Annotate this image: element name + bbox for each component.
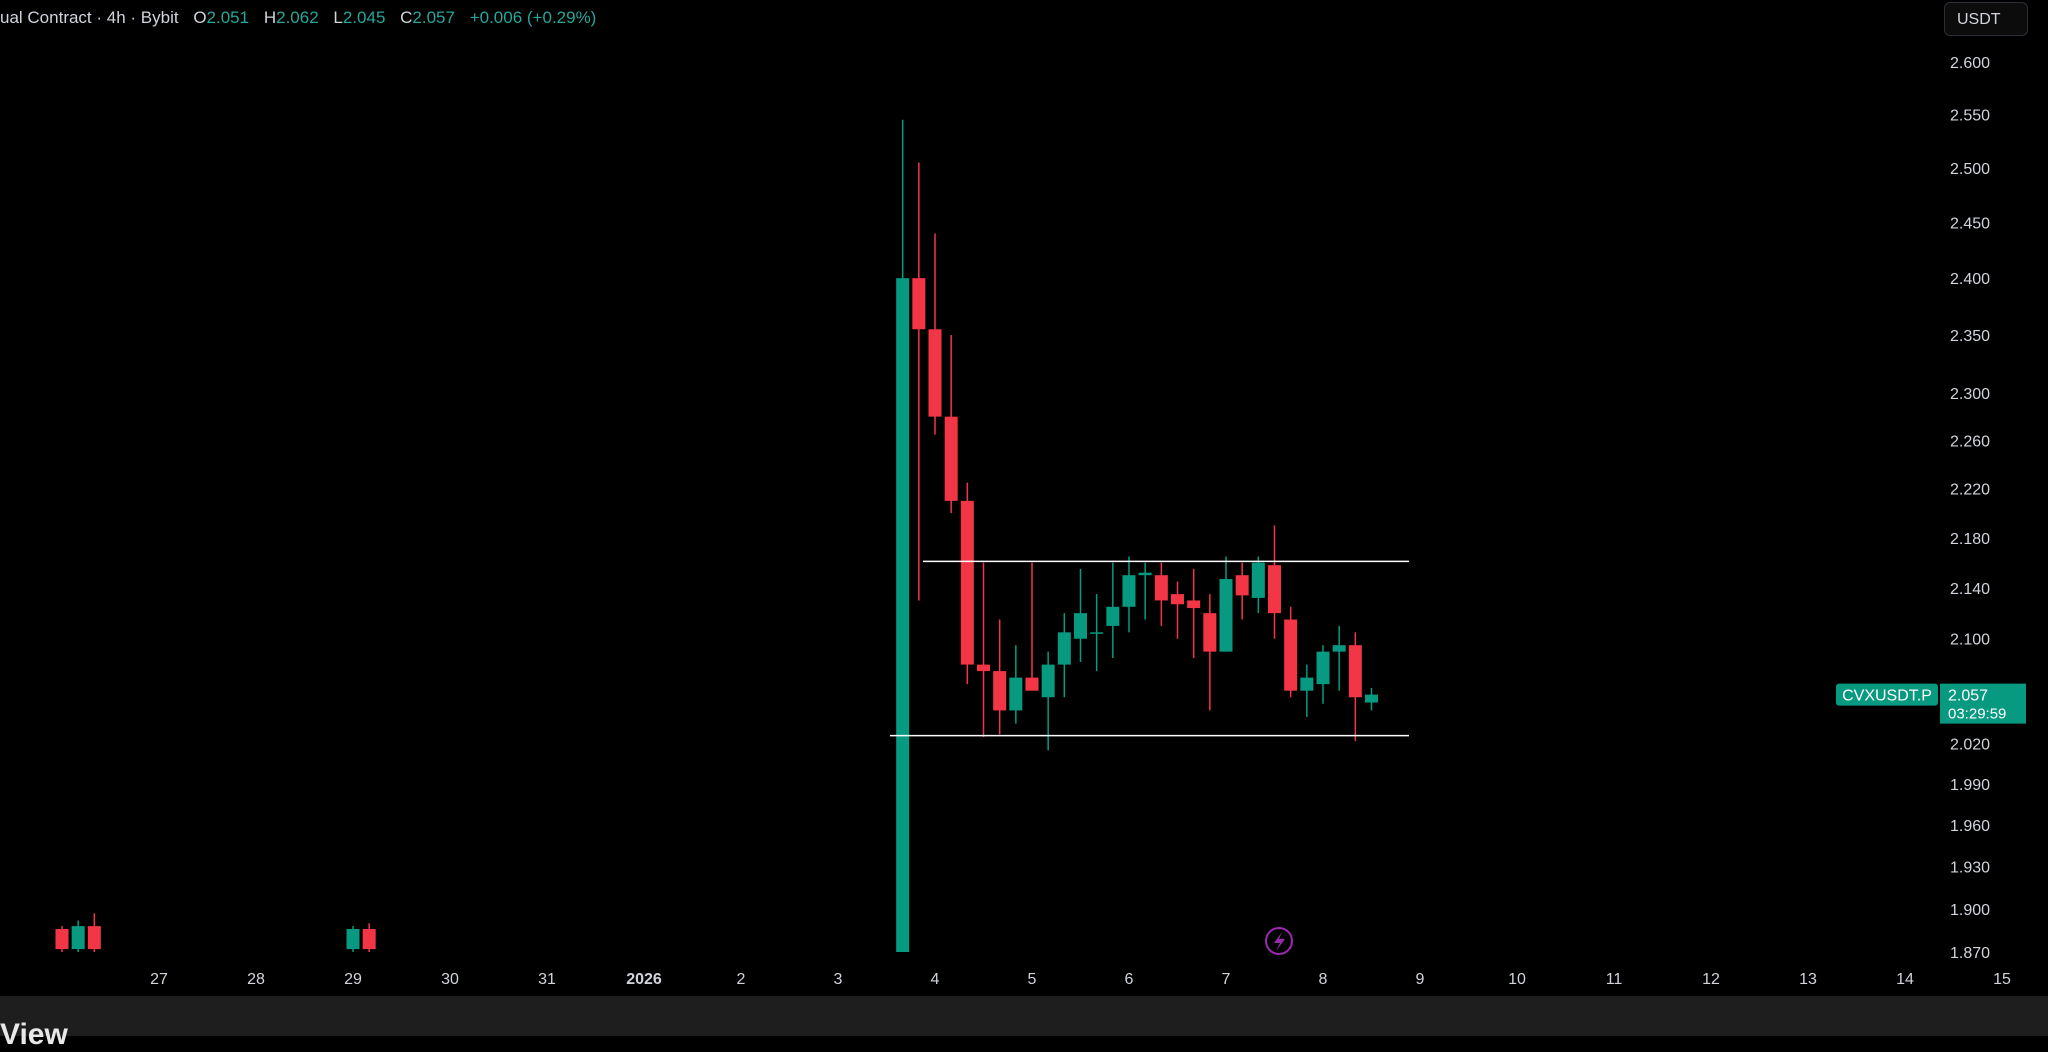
symbol-tag-bg — [1836, 683, 1938, 706]
time-tick-label: 29 — [344, 971, 362, 988]
time-tick-label: 10 — [1508, 971, 1526, 988]
candle-body — [1365, 694, 1378, 703]
candle-body — [1122, 575, 1136, 607]
candle-body — [1106, 606, 1120, 626]
time-tick-label: 2 — [737, 971, 746, 988]
time-tick-label: 9 — [1416, 971, 1425, 988]
candle-body — [1348, 645, 1362, 698]
low-value: 2.045 — [342, 8, 386, 27]
candle-body — [1009, 677, 1023, 711]
time-tick-label: 6 — [1125, 971, 1134, 988]
price-axis[interactable]: 2.600 2.550 2.500 2.450 2.400 2.350 2.300 2.260… — [1950, 55, 1990, 962]
candle-body — [977, 664, 990, 672]
candle-body — [1251, 562, 1265, 598]
price-tick-label: 2.100 — [1950, 632, 1990, 649]
symbol-legend: ual Contract · 4h · Bybit O2.051 H2.062 … — [0, 8, 596, 28]
open-value: 2.051 — [206, 8, 250, 27]
candle-body — [944, 416, 958, 501]
price-tick-label: 1.930 — [1950, 860, 1990, 877]
candle-body — [1284, 619, 1298, 691]
time-tick-label: 14 — [1896, 971, 1914, 988]
time-axis[interactable]: 27 28 29 30 31 2026 2 3 4 5 6 7 8 9 10 11 12 13 14 15 — [150, 971, 2011, 988]
candle-body — [1203, 613, 1217, 652]
candle-body — [55, 928, 69, 950]
price-tick-label: 2.180 — [1950, 531, 1990, 548]
price-tick-label: 1.960 — [1950, 818, 1990, 835]
price-tick-label: 2.350 — [1950, 328, 1990, 345]
price-tick-label: 2.300 — [1950, 386, 1990, 403]
candle-body — [1057, 632, 1071, 665]
time-tick-label: 28 — [247, 971, 265, 988]
candle-body — [87, 926, 101, 950]
time-tick-label: 11 — [1606, 971, 1623, 988]
close-value: 2.057 — [412, 8, 455, 27]
change-value: +0.006 (+0.29%) — [469, 8, 597, 27]
time-tick-label: 30 — [441, 971, 459, 988]
close-label: C — [400, 8, 413, 27]
candle-body — [362, 928, 376, 950]
candle-body — [912, 278, 926, 330]
time-tick-label: 12 — [1702, 971, 1720, 988]
price-tag-value: 2.057 — [1948, 688, 1988, 705]
candle-body — [1171, 594, 1184, 605]
candle-body — [1332, 645, 1346, 652]
candle-body — [896, 278, 910, 952]
candle-body — [1219, 578, 1233, 652]
candles-layer — [55, 119, 1378, 952]
candle-body — [1235, 575, 1249, 596]
bar-countdown: 03:29:59 — [1948, 706, 2006, 723]
time-tick-label: 15 — [1993, 971, 2011, 988]
time-tick-label: 4 — [931, 971, 940, 988]
candle-body — [1025, 677, 1039, 691]
candle-body — [1187, 600, 1201, 609]
price-tick-label: 1.900 — [1950, 902, 1990, 919]
time-tick-label: 3 — [834, 971, 843, 988]
time-tick-label: 27 — [150, 971, 168, 988]
price-tick-label: 2.260 — [1950, 433, 1990, 450]
candle-body — [1138, 572, 1152, 576]
high-label: H — [263, 8, 277, 27]
time-tick-label: 5 — [1028, 971, 1037, 988]
symbol-tag-label: CVXUSDT.P — [1842, 688, 1932, 705]
high-value: 2.062 — [276, 8, 319, 27]
time-tick-label: 31 — [538, 971, 556, 988]
candle-body — [1268, 565, 1281, 614]
candle-body — [1316, 651, 1330, 685]
low-label: L — [333, 8, 343, 27]
price-tick-label: 2.600 — [1950, 55, 1990, 72]
price-tick-label: 1.990 — [1950, 777, 1990, 794]
open-label: O — [193, 8, 207, 27]
footer-bar — [0, 996, 2048, 1036]
candle-body — [1154, 575, 1168, 601]
candle-body — [1300, 677, 1314, 691]
price-tick-label: 2.400 — [1950, 271, 1990, 288]
candle-body — [993, 671, 1007, 711]
price-tick-label: 2.140 — [1950, 581, 1990, 598]
range-rectangle[interactable] — [890, 560, 1409, 737]
candle-body — [960, 500, 974, 665]
time-tick-label: 2026 — [626, 971, 662, 988]
time-tick-label: 13 — [1799, 971, 1817, 988]
time-tick-label: 8 — [1319, 971, 1328, 988]
price-tick-label: 2.450 — [1950, 215, 1990, 232]
candle-body — [1090, 632, 1104, 634]
brand-logo-text: View — [0, 1018, 68, 1051]
price-tick-label: 1.870 — [1950, 945, 1990, 962]
lightning-icon[interactable] — [1265, 927, 1293, 955]
price-chart[interactable]: 2.600 2.550 2.500 2.450 2.400 2.350 2.300 2.260… — [0, 0, 2048, 996]
time-tick-label: 7 — [1222, 971, 1231, 988]
candle-body — [1041, 664, 1055, 698]
price-tick-label: 2.020 — [1950, 737, 1990, 754]
candle-body — [1074, 613, 1087, 639]
candle-body — [71, 926, 85, 950]
price-tick-label: 2.500 — [1950, 161, 1990, 178]
candle-body — [928, 329, 942, 417]
price-tick-label: 2.550 — [1950, 107, 1990, 124]
symbol-title[interactable]: ual Contract · 4h · Bybit — [0, 8, 179, 27]
price-tick-label: 2.220 — [1950, 482, 1990, 499]
price-tag-bg — [1940, 683, 2026, 724]
currency-button[interactable]: USDT — [1944, 2, 2028, 36]
candle-body — [346, 928, 360, 950]
